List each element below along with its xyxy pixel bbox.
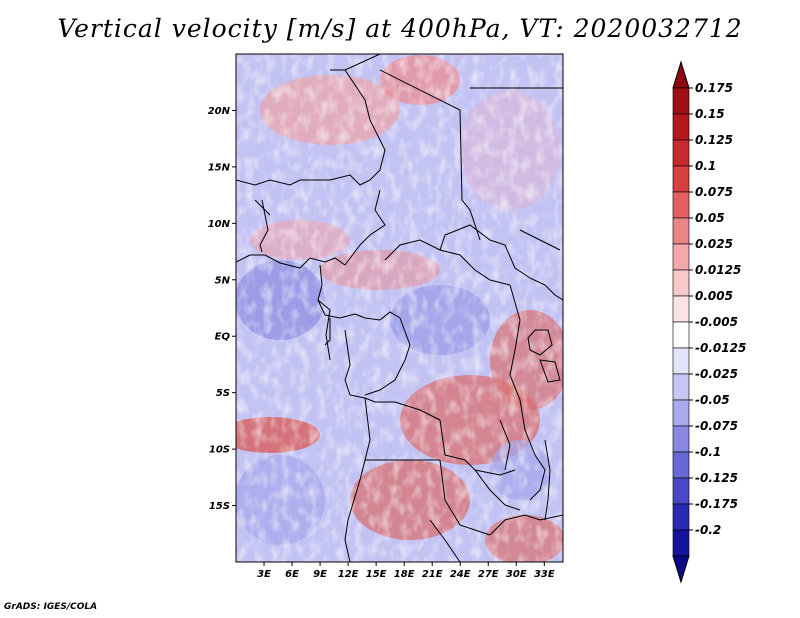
colorbar-swatch [672, 399, 690, 427]
velocity-field-texture [236, 54, 563, 562]
colorbar-swatch [672, 269, 690, 297]
country-borders [236, 54, 563, 562]
colorbar-label: 0.075 [695, 185, 733, 199]
colorbar-label: -0.175 [695, 497, 738, 511]
grads-credit: GrADS: IGES/COLA [4, 602, 98, 612]
colorbar-swatch [672, 425, 690, 453]
colorbar-top-arrow [672, 60, 690, 89]
colorbar-swatch [672, 217, 690, 245]
lon-tick-label: 27E [478, 569, 499, 580]
latitude-axis: 20N 15N 10N 5N EQ 5S 10S 15S [208, 106, 236, 512]
colorbar-label: 0.15 [695, 107, 725, 121]
lat-tick-label: 20N [208, 106, 231, 117]
colorbar-swatch [672, 165, 690, 193]
longitude-axis: 3E 6E 9E 12E 15E 18E 21E 24E 27E 30E 33E [257, 562, 555, 580]
colorbar-swatch [672, 113, 690, 141]
lon-tick-label: 3E [257, 569, 271, 580]
map-area [236, 54, 563, 562]
lat-tick-label: 10N [208, 219, 231, 230]
colorbar-label: 0.025 [695, 237, 733, 251]
lon-tick-label: 30E [506, 569, 527, 580]
colorbar-swatch [672, 503, 690, 531]
colorbar-swatch [672, 451, 690, 479]
colorbar-swatch [672, 295, 690, 323]
colorbar-swatch [672, 321, 690, 349]
lat-tick-label: 10S [209, 445, 230, 456]
colorbar-label: 0.125 [695, 133, 733, 147]
colorbar-label: -0.05 [695, 393, 730, 407]
colorbar-label: -0.025 [695, 367, 738, 381]
colorbar-swatch [672, 347, 690, 375]
lat-tick-label: 5S [216, 388, 230, 399]
colorbar-swatch [672, 529, 690, 557]
colorbar-label: 0.1 [695, 159, 716, 173]
colorbar-label: -0.075 [695, 419, 738, 433]
lat-tick-label: EQ [215, 332, 231, 343]
colorbar-label: 0.175 [695, 81, 733, 95]
lon-tick-label: 18E [394, 569, 415, 580]
colorbar-swatch [672, 191, 690, 219]
colorbar-swatch [672, 477, 690, 505]
map-frame [235, 53, 564, 563]
colorbar-label: -0.0125 [695, 341, 746, 355]
lat-tick-label: 15N [208, 162, 231, 173]
colorbar-bottom-arrow [672, 555, 690, 584]
colorbar-swatch [672, 139, 690, 167]
lon-tick-label: 12E [338, 569, 359, 580]
colorbar-label: -0.005 [695, 315, 738, 329]
lon-tick-label: 21E [422, 569, 443, 580]
colorbar-swatch [672, 373, 690, 401]
lon-tick-label: 24E [450, 569, 471, 580]
lon-tick-label: 6E [285, 569, 299, 580]
lon-tick-label: 9E [313, 569, 327, 580]
colorbar: 0.175 0.15 0.125 0.1 0.075 0.05 0.025 0.0125 0.0… [672, 60, 746, 584]
colorbar-label: 0.005 [695, 289, 733, 303]
colorbar-label: -0.2 [695, 523, 721, 537]
colorbar-swatch [672, 243, 690, 271]
colorbar-label: 0.05 [695, 211, 725, 225]
colorbar-swatch [672, 87, 690, 115]
lon-tick-label: 33E [534, 569, 555, 580]
lat-tick-label: 15S [209, 501, 230, 512]
lon-tick-label: 15E [366, 569, 387, 580]
colorbar-label: -0.125 [695, 471, 738, 485]
colorbar-label: 0.0125 [695, 263, 741, 277]
colorbar-label: -0.1 [695, 445, 721, 459]
map-title: Vertical velocity [m/s] at 400hPa, VT: 2… [57, 14, 743, 43]
lat-tick-label: 5N [215, 275, 231, 286]
